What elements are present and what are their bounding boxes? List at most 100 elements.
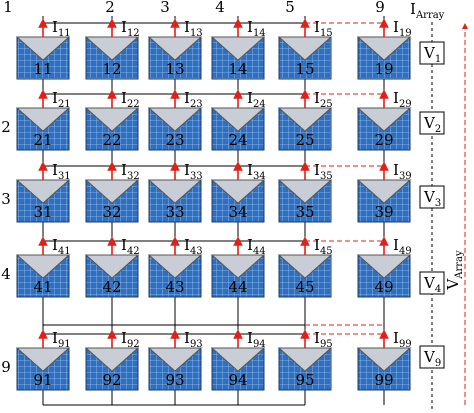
module-label: 29 xyxy=(374,131,393,149)
module-label: 94 xyxy=(228,371,247,389)
subscript: 31 xyxy=(58,171,71,182)
symbol: I xyxy=(410,0,416,18)
subscript: 15 xyxy=(320,28,333,39)
voltage-box xyxy=(419,185,445,209)
subscript: 13 xyxy=(190,28,203,39)
symbol: V xyxy=(423,44,436,62)
module-label: 34 xyxy=(228,203,247,221)
subscript: 95 xyxy=(320,339,333,350)
pv-module: 42 xyxy=(84,254,140,298)
pv-module: 93 xyxy=(147,347,203,391)
voltage-label: V4 xyxy=(423,274,441,295)
module-label: 35 xyxy=(295,203,314,221)
pv-module: 32 xyxy=(84,179,140,223)
current-label: I14 xyxy=(247,18,266,39)
pv-module: 33 xyxy=(147,179,203,223)
symbol: I xyxy=(247,89,253,107)
array-voltage-label: VArray xyxy=(444,250,465,291)
symbol: I xyxy=(121,236,127,254)
symbol: I xyxy=(314,18,320,36)
symbol: I xyxy=(184,18,190,36)
parts: 1 2 3 4 5 9234911I1112I1213I1314I1415I1519I19… xyxy=(1,0,468,410)
pv-module: 35 xyxy=(277,179,333,223)
current-label: I24 xyxy=(247,89,266,110)
symbol: I xyxy=(52,89,58,107)
current-label: I99 xyxy=(393,329,412,350)
column-label: 4 xyxy=(215,0,225,16)
current-label: I12 xyxy=(121,18,140,39)
subscript: 43 xyxy=(190,246,203,257)
symbol: I xyxy=(52,18,58,36)
symbol: I xyxy=(121,329,127,347)
current-label: I41 xyxy=(52,236,71,257)
current-label: I21 xyxy=(52,89,71,110)
module-label: 95 xyxy=(295,371,314,389)
current-label: I23 xyxy=(184,89,203,110)
symbol: I xyxy=(121,89,127,107)
symbol: I xyxy=(184,329,190,347)
module-label: 92 xyxy=(102,371,121,389)
symbol: I xyxy=(314,329,320,347)
symbol: I xyxy=(121,18,127,36)
current-label: I94 xyxy=(247,329,266,350)
pv-module: 44 xyxy=(210,254,266,298)
pv-module: 31 xyxy=(15,179,71,223)
current-label: I11 xyxy=(52,18,71,39)
module-label: 31 xyxy=(33,203,52,221)
current-label: I29 xyxy=(393,89,412,110)
module-label: 44 xyxy=(228,278,247,296)
subscript: Array xyxy=(415,10,445,21)
voltage-label: V3 xyxy=(423,188,441,209)
column-label: 2 xyxy=(105,0,115,16)
pv-module: 19 xyxy=(356,36,412,80)
symbol: I xyxy=(393,18,399,36)
module-label: 22 xyxy=(102,131,121,149)
pv-module: 94 xyxy=(210,347,266,391)
subscript: Array xyxy=(454,250,465,280)
current-label: I44 xyxy=(247,236,266,257)
current-label: I93 xyxy=(184,329,203,350)
module-label: 93 xyxy=(165,371,184,389)
pv-module: 49 xyxy=(356,254,412,298)
module-label: 42 xyxy=(102,278,121,296)
current-label: I92 xyxy=(121,329,140,350)
subscript: 92 xyxy=(127,339,140,350)
row-label: 9 xyxy=(1,358,11,376)
subscript: 1 xyxy=(435,54,441,65)
current-label: I42 xyxy=(121,236,140,257)
symbol: I xyxy=(393,161,399,179)
voltage-label: V9 xyxy=(423,348,441,369)
symbol: V xyxy=(423,274,436,292)
subscript: 2 xyxy=(435,124,441,135)
symbol: I xyxy=(247,329,253,347)
subscript: 19 xyxy=(399,28,412,39)
module-label: 21 xyxy=(33,131,52,149)
current-label: I35 xyxy=(314,161,333,182)
symbol: V xyxy=(423,188,436,206)
pv-module: 23 xyxy=(147,107,203,151)
current-label: I91 xyxy=(52,329,71,350)
module-label: 14 xyxy=(228,60,247,78)
pv-module: 12 xyxy=(84,36,140,80)
symbol: I xyxy=(184,89,190,107)
current-label: I19 xyxy=(393,18,412,39)
current-label: I15 xyxy=(314,18,333,39)
module-label: 15 xyxy=(295,60,314,78)
subscript: 49 xyxy=(399,246,412,257)
voltage-label: V1 xyxy=(423,44,441,65)
current-label: I22 xyxy=(121,89,140,110)
module-label: 43 xyxy=(165,278,184,296)
pv-module: 15 xyxy=(277,36,333,80)
pv-module: 95 xyxy=(277,347,333,391)
pv-module: 13 xyxy=(147,36,203,80)
pv-module: 91 xyxy=(15,347,71,391)
pv-module: 41 xyxy=(15,254,71,298)
subscript: 34 xyxy=(253,171,266,182)
module-label: 99 xyxy=(374,371,393,389)
current-label: I32 xyxy=(121,161,140,182)
current-label: I25 xyxy=(314,89,333,110)
pv-module: 34 xyxy=(210,179,266,223)
subscript: 44 xyxy=(253,246,266,257)
subscript: 12 xyxy=(127,28,140,39)
